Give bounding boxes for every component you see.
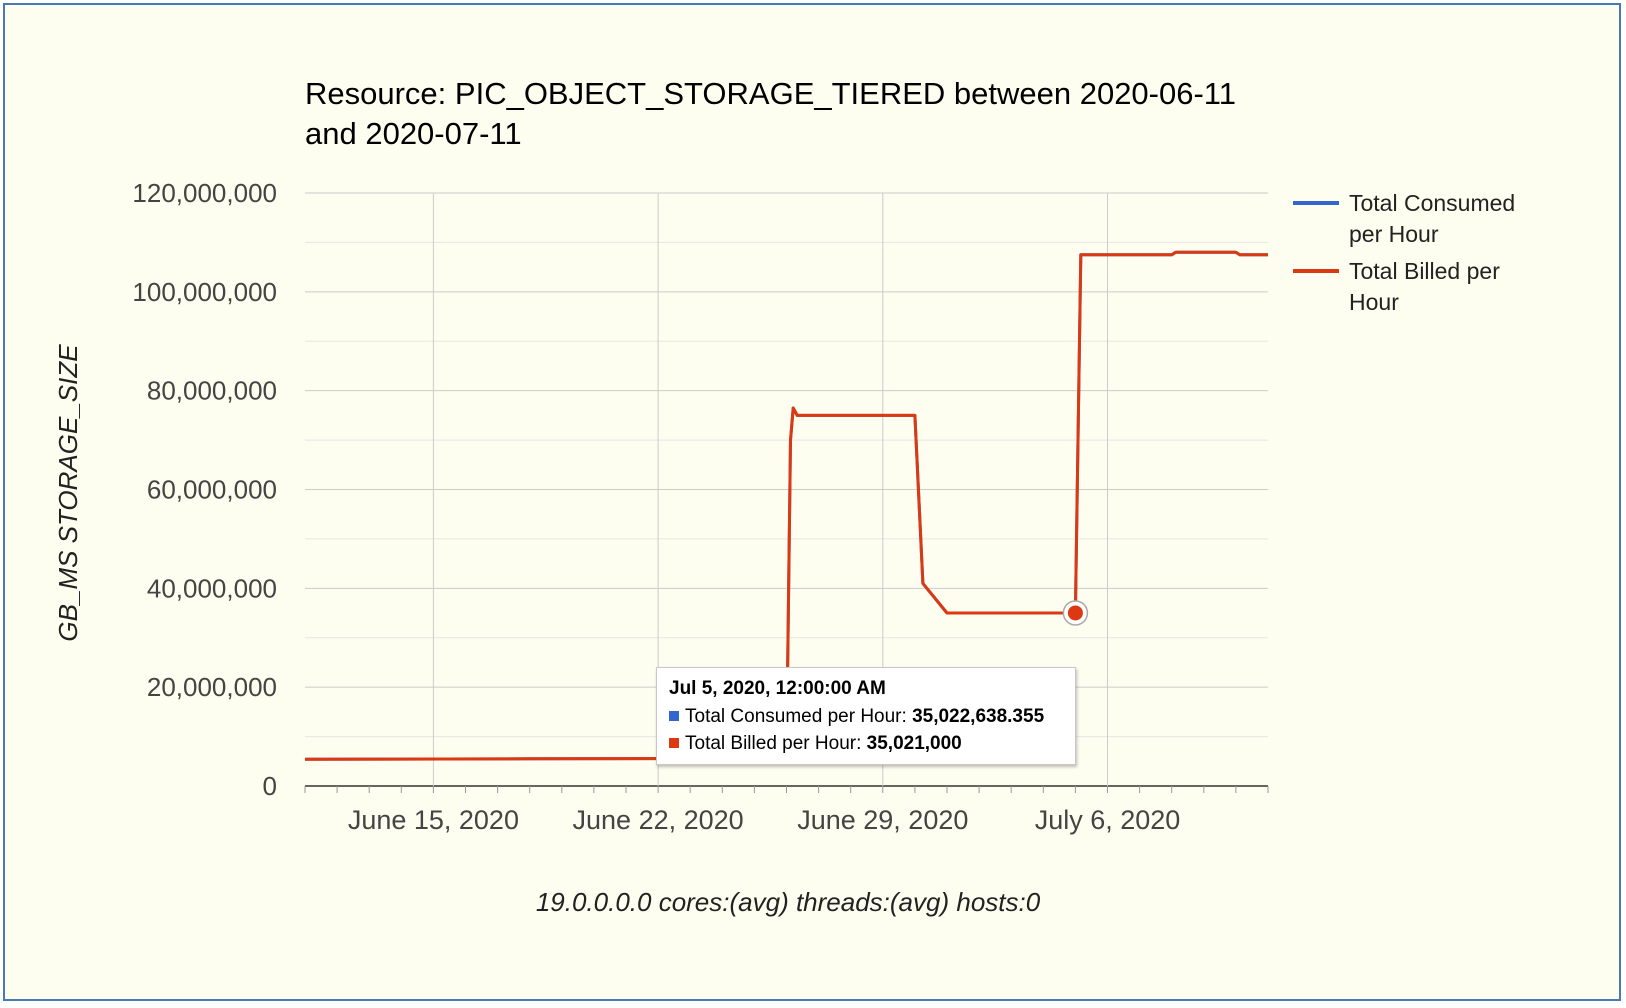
x-tick-label: June 29, 2020 [797,805,968,835]
y-tick-label: 80,000,000 [147,376,277,406]
highlight-point [1067,605,1083,621]
series-lines [304,250,1268,761]
y-tick-label: 60,000,000 [147,475,277,505]
series-line-total-billed-per-hour [304,250,1268,761]
tooltip-row-consumed: Total Consumed per Hour: 35,022,638.355 [669,706,1063,728]
chart-footer: 19.0.0.0.0 cores:(avg) threads:(avg) hos… [536,887,1041,917]
grid [305,192,1268,787]
x-tick-label: July 6, 2020 [1035,805,1181,835]
tooltip-label-consumed: Total Consumed per Hour: [685,706,907,727]
y-tick-label: 100,000,000 [132,277,277,307]
legend-label-consumed-line-1: Total Consumed [1349,190,1515,216]
tooltip-value-consumed: 35,022,638.355 [912,706,1045,727]
legend-label-consumed-line-2: per Hour [1349,221,1439,247]
chart-title: Resource: PIC_OBJECT_STORAGE_TIERED betw… [305,76,1236,151]
highlight-marker [1062,600,1089,626]
x-tick-label: June 15, 2020 [348,805,519,835]
tooltip-label-billed: Total Billed per Hour: [685,733,862,754]
x-tick-label: June 22, 2020 [573,805,744,835]
tooltip-row-billed: Total Billed per Hour: 35,021,000 [669,733,1063,755]
line-chart: Resource: PIC_OBJECT_STORAGE_TIERED betw… [53,76,1515,917]
hover-tooltip: Jul 5, 2020, 12:00:00 AM Total Consumed … [656,667,1076,765]
tooltip-title: Jul 5, 2020, 12:00:00 AM [669,678,886,699]
tooltip-value-billed: 35,021,000 [866,733,962,754]
y-axis-title: GB_MS STORAGE_SIZE [53,344,83,642]
x-axis-minor-ticks [304,786,1269,793]
chart-frame: Resource: PIC_OBJECT_STORAGE_TIERED betw… [3,3,1621,1001]
legend-label-billed-line-1: Total Billed per [1349,258,1500,284]
y-tick-label: 40,000,000 [147,573,277,603]
legend[interactable]: Total Consumed per Hour Total Billed per… [1293,190,1515,315]
chart-title-line-2: and 2020-07-11 [305,116,522,151]
y-tick-label: 0 [263,771,277,801]
tooltip-swatch-consumed [669,711,679,721]
y-axis-ticks: 0 20,000,000 40,000,000 60,000,000 80,000,00… [132,178,277,801]
tooltip-swatch-billed [669,738,679,748]
chart-title-line-1: Resource: PIC_OBJECT_STORAGE_TIERED betw… [305,76,1236,111]
y-tick-label: 20,000,000 [147,672,277,702]
y-tick-label: 120,000,000 [132,178,277,208]
legend-label-billed-line-2: Hour [1349,289,1399,315]
x-axis-ticks: June 15, 2020 June 22, 2020 June 29, 2020 J… [348,805,1180,835]
